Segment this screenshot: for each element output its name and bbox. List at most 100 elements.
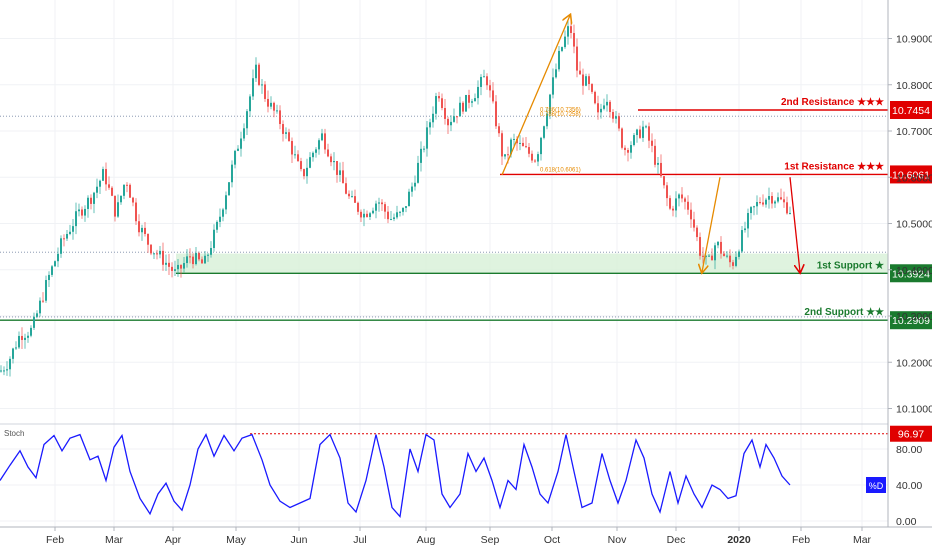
candle-body bbox=[627, 149, 629, 153]
candle-body bbox=[240, 138, 242, 149]
candle-body bbox=[789, 212, 791, 214]
candle-body bbox=[159, 250, 161, 255]
candle-body bbox=[165, 262, 167, 265]
time-tick-label-1: Mar bbox=[105, 534, 124, 546]
candle-body bbox=[633, 135, 635, 146]
time-tick-label-8: Oct bbox=[544, 534, 560, 546]
candle-body bbox=[768, 196, 770, 200]
candle-body bbox=[555, 69, 557, 78]
candle-body bbox=[147, 233, 149, 245]
candle-body bbox=[666, 185, 668, 199]
candle-body bbox=[135, 202, 137, 222]
candle-body bbox=[702, 255, 704, 257]
candle-body bbox=[783, 199, 785, 203]
candle-body bbox=[573, 32, 575, 47]
time-tick-label-3: May bbox=[226, 534, 247, 546]
candle-body bbox=[210, 248, 212, 255]
candle-body bbox=[264, 84, 266, 99]
candle-body bbox=[33, 316, 35, 328]
candle-body bbox=[237, 148, 239, 151]
candle-body bbox=[21, 335, 23, 340]
candle-body bbox=[507, 154, 509, 156]
candle-body bbox=[48, 274, 50, 281]
stoch-panel: Stoch bbox=[0, 423, 888, 522]
candle-body bbox=[12, 348, 14, 359]
candle-body bbox=[714, 245, 716, 261]
candle-body bbox=[378, 202, 380, 204]
candle-body bbox=[648, 126, 650, 141]
support-zone-rect bbox=[176, 253, 888, 274]
candle-body bbox=[288, 132, 290, 142]
candle-body bbox=[684, 198, 686, 202]
candle-body bbox=[111, 187, 113, 196]
candle-body bbox=[333, 161, 335, 163]
candle-body bbox=[777, 197, 779, 202]
level-price-box-1 bbox=[890, 165, 932, 184]
candle-body bbox=[15, 347, 17, 349]
candle-body bbox=[117, 202, 119, 217]
time-tick-label-10: Dec bbox=[667, 534, 686, 546]
candle-body bbox=[594, 91, 596, 104]
candle-body bbox=[363, 213, 365, 218]
candle-body bbox=[624, 147, 626, 150]
candle-body bbox=[612, 111, 614, 119]
forecast-arrow-0 bbox=[501, 15, 570, 176]
candle-body bbox=[630, 145, 632, 153]
candle-body bbox=[495, 101, 497, 127]
time-tick-label-9: Nov bbox=[608, 534, 627, 546]
price-tick-label-3: 10.6000 bbox=[896, 172, 932, 184]
candle-body bbox=[24, 337, 26, 340]
candle-body bbox=[30, 327, 32, 336]
candle-body bbox=[93, 192, 95, 204]
candle-body bbox=[198, 253, 200, 260]
candle-body bbox=[180, 264, 182, 269]
candle-body bbox=[660, 162, 662, 177]
candle-body bbox=[219, 216, 221, 222]
price-tick-label-5: 10.4000 bbox=[896, 265, 932, 277]
candle-body bbox=[582, 74, 584, 86]
candle-body bbox=[447, 118, 449, 126]
candle-body bbox=[747, 213, 749, 229]
candle-body bbox=[609, 101, 611, 112]
candle-body bbox=[513, 138, 515, 140]
candle-body bbox=[483, 76, 485, 78]
candle-body bbox=[504, 154, 506, 157]
candle-body bbox=[600, 108, 602, 113]
candle-body bbox=[759, 202, 761, 204]
candle-body bbox=[552, 77, 554, 95]
level-name-0: 2nd Resistance ★★★ bbox=[781, 97, 884, 108]
candle-body bbox=[480, 76, 482, 87]
candle-body bbox=[207, 254, 209, 256]
candle-body bbox=[0, 370, 2, 372]
stoch-tick-label-0: 80.00 bbox=[896, 444, 922, 456]
candle-body bbox=[750, 207, 752, 214]
candle-body bbox=[321, 133, 323, 141]
price-series bbox=[0, 19, 791, 377]
candle-body bbox=[453, 116, 455, 122]
candle-body bbox=[228, 182, 230, 196]
candle-body bbox=[546, 113, 548, 127]
candle-body bbox=[723, 253, 725, 257]
candle-body bbox=[651, 140, 653, 146]
forecast-arrow-1 bbox=[702, 177, 721, 272]
price-tick-label-7: 10.2000 bbox=[896, 357, 932, 369]
candle-body bbox=[318, 140, 320, 150]
candle-body bbox=[324, 133, 326, 150]
level-price-text-1: 10.6061 bbox=[892, 169, 930, 181]
candle-body bbox=[315, 149, 317, 153]
candle-body bbox=[657, 162, 659, 165]
candle-body bbox=[522, 142, 524, 147]
candle-body bbox=[423, 148, 425, 150]
candle-body bbox=[54, 261, 56, 267]
candle-body bbox=[279, 110, 281, 125]
candle-body bbox=[735, 256, 737, 266]
candle-body bbox=[252, 78, 254, 97]
price-tick-label-1: 10.8000 bbox=[896, 80, 932, 92]
candle-body bbox=[273, 102, 275, 111]
candle-body bbox=[753, 206, 755, 208]
candle-body bbox=[744, 228, 746, 231]
candle-body bbox=[525, 146, 527, 148]
candle-body bbox=[183, 263, 185, 269]
candle-body bbox=[186, 256, 188, 264]
candle-body bbox=[549, 94, 551, 114]
